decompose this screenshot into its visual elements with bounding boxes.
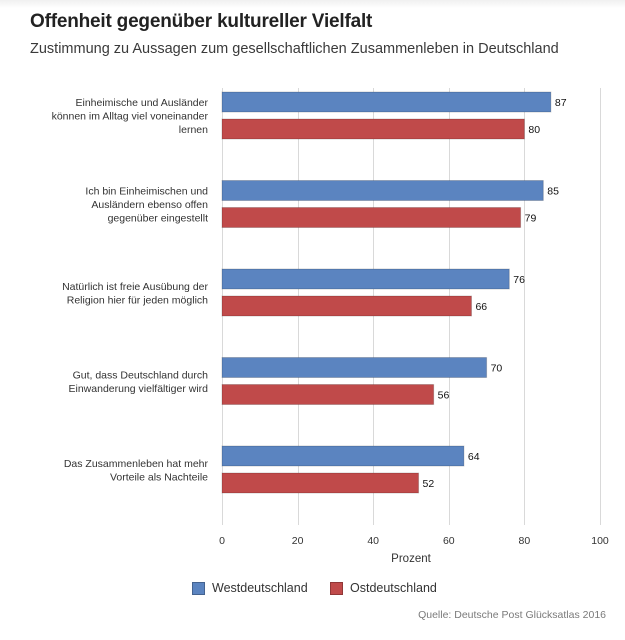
legend-item-ost[interactable]: Ostdeutschland bbox=[330, 580, 437, 596]
x-tick-label-5: 100 bbox=[591, 535, 609, 547]
value-label-west-1: 85 bbox=[547, 186, 559, 198]
category-label-line: gegenüber eingestellt bbox=[108, 213, 208, 225]
category-label-4: Das Zusammenleben hat mehr Vorteile als N… bbox=[64, 458, 209, 484]
category-label-line: Vorteile als Nachteile bbox=[110, 471, 208, 483]
x-tick-label-1: 20 bbox=[292, 535, 304, 547]
category-label-line: Einwanderung vielfältiger wird bbox=[69, 383, 209, 395]
bar-west-1 bbox=[221, 180, 544, 201]
value-label-west-3: 70 bbox=[491, 363, 503, 375]
legend-swatch-ost bbox=[330, 581, 343, 595]
bar-ost-2 bbox=[221, 295, 472, 317]
legend-swatch-west bbox=[192, 581, 205, 595]
bar-ost-3 bbox=[221, 384, 435, 405]
category-label-0: Einheimische und Ausländer können im Allt… bbox=[52, 97, 209, 136]
category-label-1: Ich bin Einheimischen und Ausländern eben… bbox=[85, 186, 208, 225]
x-axis-title: Prozent bbox=[391, 553, 431, 565]
category-label-line: Das Zusammenleben hat mehr bbox=[64, 458, 209, 470]
chart-subtitle: Zustimmung zu Aussagen zum gesellschaftl… bbox=[30, 41, 559, 57]
x-tick-label-4: 80 bbox=[519, 535, 531, 547]
legend-label-west: Westdeutschland bbox=[212, 581, 308, 595]
value-label-ost-3: 56 bbox=[438, 390, 450, 402]
x-tick-label-0: 0 bbox=[219, 535, 225, 547]
value-label-west-2: 76 bbox=[513, 274, 525, 286]
category-label-line: Ausländern ebenso offen bbox=[91, 199, 208, 211]
legend-label-ost: Ostdeutschland bbox=[350, 581, 437, 595]
bar-west-4 bbox=[221, 445, 465, 467]
value-label-ost-4: 52 bbox=[423, 478, 435, 490]
value-label-ost-1: 79 bbox=[525, 213, 537, 225]
bar-west-2 bbox=[221, 268, 510, 290]
value-label-ost-0: 80 bbox=[528, 124, 540, 136]
value-label-ost-2: 66 bbox=[475, 301, 487, 313]
chart-title: Offenheit gegenüber kultureller Vielfalt bbox=[30, 11, 373, 32]
x-tick-label-3: 60 bbox=[443, 535, 455, 547]
category-label-line: Ich bin Einheimischen und bbox=[85, 186, 208, 198]
category-label-line: Religion hier für jeden möglich bbox=[67, 294, 208, 306]
category-label-line: können im Alltag viel voneinander bbox=[52, 111, 209, 123]
x-tick-label-2: 40 bbox=[367, 535, 379, 547]
value-label-west-4: 64 bbox=[468, 451, 480, 463]
chart-legend: Westdeutschland Ostdeutschland bbox=[0, 580, 625, 598]
category-label-line: Natürlich ist freie Ausübung der bbox=[62, 281, 208, 293]
category-label-line: lernen bbox=[179, 124, 208, 136]
legend-item-west[interactable]: Westdeutschland bbox=[192, 580, 308, 596]
bar-west-0 bbox=[221, 91, 552, 113]
category-label-3: Gut, dass Deutschland durch Einwanderung … bbox=[69, 369, 209, 395]
category-label-line: Gut, dass Deutschland durch bbox=[73, 369, 209, 381]
bar-west-3 bbox=[221, 357, 488, 378]
bar-ost-1 bbox=[221, 207, 522, 228]
bar-ost-4 bbox=[221, 472, 420, 494]
bar-ost-0 bbox=[221, 118, 525, 140]
category-label-line: Einheimische und Ausländer bbox=[75, 97, 208, 109]
value-label-west-0: 87 bbox=[555, 97, 567, 109]
top-bar bbox=[0, 0, 625, 8]
category-label-2: Natürlich ist freie Ausübung der Religion… bbox=[62, 281, 208, 307]
source-note: Quelle: Deutsche Post Glücksatlas 2016 bbox=[418, 609, 606, 621]
